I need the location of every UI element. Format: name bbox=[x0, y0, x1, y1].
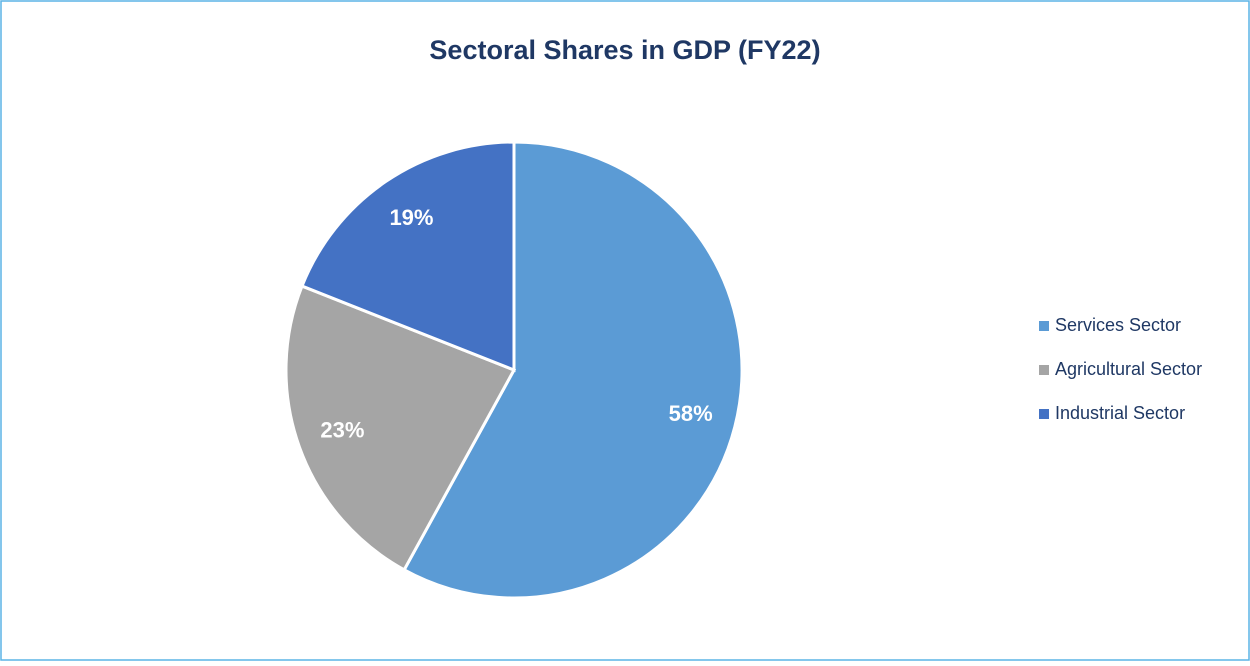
data-label: 19% bbox=[389, 205, 433, 230]
chart-title: Sectoral Shares in GDP (FY22) bbox=[429, 35, 820, 65]
legend-label: Industrial Sector bbox=[1055, 403, 1185, 423]
pie-slice bbox=[300, 140, 516, 373]
data-label: 23% bbox=[320, 418, 364, 443]
pie-slice bbox=[284, 284, 517, 572]
legend-label: Services Sector bbox=[1055, 315, 1181, 335]
legend-swatch bbox=[1039, 321, 1049, 331]
legend-swatch bbox=[1039, 365, 1049, 375]
pie-slice bbox=[402, 140, 744, 600]
legend-label: Agricultural Sector bbox=[1055, 359, 1202, 379]
legend-swatch bbox=[1039, 409, 1049, 419]
data-label: 58% bbox=[669, 401, 713, 426]
